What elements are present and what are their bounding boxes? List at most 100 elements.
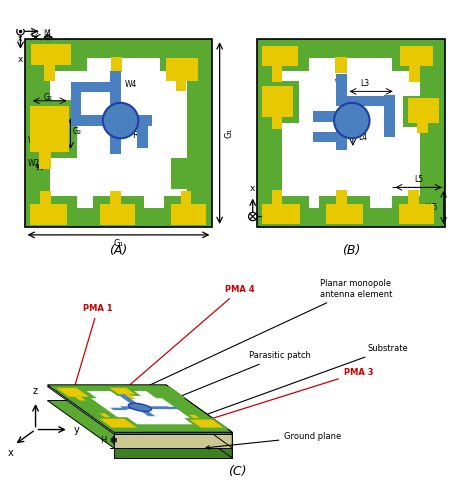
Polygon shape (47, 401, 232, 448)
Bar (171, 158, 212, 189)
Text: W3: W3 (335, 79, 347, 88)
Bar (384, 94, 394, 137)
Bar (403, 95, 445, 127)
Text: x: x (18, 55, 23, 64)
Text: W2: W2 (27, 159, 39, 168)
Bar (137, 125, 148, 148)
Text: W4: W4 (125, 79, 137, 89)
Polygon shape (118, 394, 155, 416)
Bar (25, 100, 77, 158)
Polygon shape (109, 388, 136, 394)
Text: z: z (33, 386, 38, 396)
Text: x: x (250, 183, 255, 193)
Text: x: x (8, 448, 14, 458)
Bar (336, 95, 394, 106)
Bar (262, 204, 300, 225)
Bar (110, 128, 120, 154)
Bar (313, 132, 337, 142)
Bar (313, 111, 336, 121)
Text: x: x (18, 34, 23, 43)
Text: PMA 2: PMA 2 (107, 399, 137, 418)
Circle shape (248, 212, 257, 221)
Bar (164, 196, 212, 227)
Bar (399, 204, 434, 225)
Bar (25, 39, 212, 58)
Text: L4: L4 (358, 133, 367, 142)
Bar (262, 86, 293, 118)
Text: (A): (A) (109, 244, 128, 257)
Bar (336, 74, 346, 106)
Text: H: H (100, 436, 107, 445)
Bar (39, 151, 51, 168)
Bar (25, 208, 212, 227)
Bar (272, 190, 282, 204)
Text: W5: W5 (426, 203, 438, 212)
Polygon shape (190, 420, 223, 428)
Bar (118, 115, 152, 126)
Bar (71, 91, 81, 126)
Polygon shape (166, 407, 180, 409)
Bar (166, 58, 198, 81)
Bar (400, 45, 433, 66)
Text: G₁: G₁ (114, 239, 123, 248)
Text: PMA 3: PMA 3 (205, 368, 373, 421)
Text: R: R (132, 131, 138, 140)
Polygon shape (166, 386, 232, 448)
Polygon shape (140, 386, 186, 398)
Bar (25, 39, 87, 71)
Bar (262, 45, 298, 66)
Text: L2: L2 (31, 30, 39, 39)
Polygon shape (47, 386, 232, 434)
Bar (100, 204, 135, 225)
Text: y: y (73, 424, 79, 435)
Text: PMA 4: PMA 4 (126, 285, 255, 388)
Bar (326, 204, 363, 225)
Bar (171, 204, 206, 225)
Circle shape (103, 103, 138, 138)
Polygon shape (120, 406, 172, 409)
Bar (257, 39, 282, 227)
Text: G₁: G₁ (225, 128, 234, 138)
Text: W1: W1 (27, 136, 39, 145)
Bar (257, 39, 309, 71)
Bar (392, 196, 445, 227)
Polygon shape (166, 385, 232, 434)
Text: L1: L1 (44, 30, 53, 39)
Text: Ground plane: Ground plane (206, 432, 342, 449)
Polygon shape (56, 388, 89, 397)
Polygon shape (114, 434, 232, 448)
Text: (B): (B) (342, 244, 360, 257)
Bar (408, 98, 439, 122)
Polygon shape (114, 432, 232, 434)
Bar (25, 196, 77, 227)
Bar (110, 191, 120, 204)
Circle shape (17, 28, 24, 35)
Polygon shape (104, 386, 141, 396)
Text: (C): (C) (228, 465, 246, 478)
Polygon shape (110, 408, 128, 410)
Bar (408, 190, 419, 204)
Bar (272, 117, 282, 129)
Bar (100, 39, 137, 58)
Polygon shape (94, 417, 144, 429)
Text: G₂: G₂ (73, 126, 82, 136)
Bar (160, 39, 212, 71)
Bar (31, 45, 71, 65)
Bar (257, 208, 445, 227)
Bar (409, 66, 419, 82)
Bar (25, 39, 50, 227)
Bar (336, 190, 346, 204)
Bar (40, 191, 51, 204)
Text: L5: L5 (414, 175, 423, 183)
Polygon shape (99, 413, 110, 417)
Bar (110, 86, 120, 115)
Polygon shape (189, 415, 200, 418)
Text: Parasitic patch: Parasitic patch (144, 351, 311, 411)
Polygon shape (100, 419, 137, 428)
Text: L3: L3 (360, 79, 369, 88)
Bar (419, 39, 445, 227)
Bar (336, 121, 346, 150)
Bar (176, 80, 186, 91)
Bar (418, 121, 428, 133)
Polygon shape (100, 422, 143, 431)
